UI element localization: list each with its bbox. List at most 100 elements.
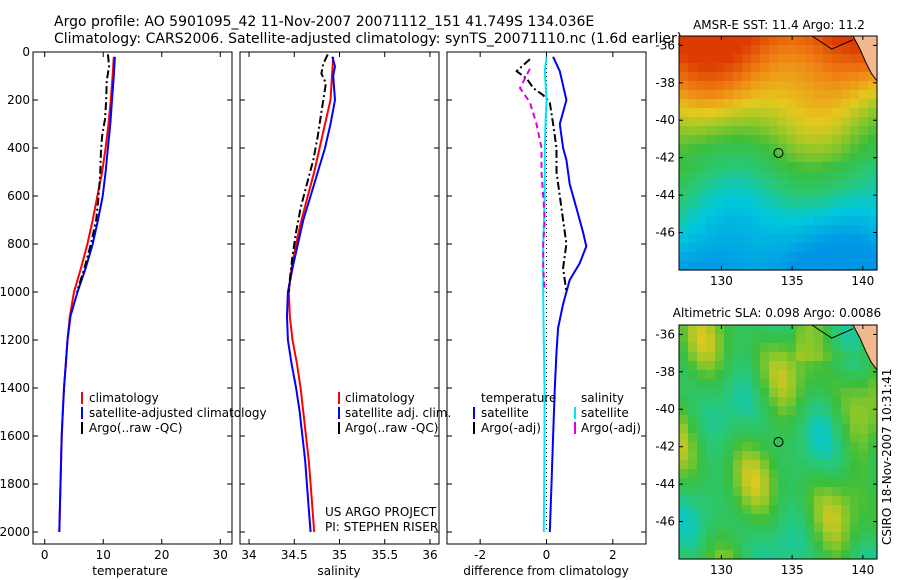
map-cell [724, 45, 734, 55]
y-tick-label: 1200 [0, 333, 30, 347]
map-cell [760, 478, 770, 488]
map-cell [778, 243, 788, 253]
map-cell [733, 406, 743, 416]
map-cell [850, 370, 860, 380]
map-cell [742, 541, 752, 551]
map-cell [841, 532, 851, 542]
map-cell [751, 90, 761, 100]
map-cell [841, 469, 851, 479]
map-cell [733, 442, 743, 452]
map-cell [697, 487, 707, 497]
map-cell [796, 505, 806, 515]
map-cell [769, 379, 779, 389]
map-cell [769, 117, 779, 127]
map-cell [715, 189, 725, 199]
map-cell [787, 343, 797, 353]
map-cell [742, 243, 752, 253]
map-cell [733, 505, 743, 515]
map-cell [778, 379, 788, 389]
map-cell [760, 406, 770, 416]
map-cell [679, 388, 689, 398]
map-cell [688, 388, 698, 398]
legend-label-argo: Argo(..raw -QC) [89, 421, 182, 435]
map-cell [751, 406, 761, 416]
map-cell [742, 397, 752, 407]
map-cell [814, 81, 824, 91]
map-cell [778, 343, 788, 353]
map-cell [805, 388, 815, 398]
map-cell [796, 541, 806, 551]
map-cell [742, 189, 752, 199]
map-cell [679, 45, 689, 55]
map-cell [733, 135, 743, 145]
map-cell [859, 532, 869, 542]
map-cell [832, 144, 842, 154]
map-cell [760, 153, 770, 163]
map-cell [841, 397, 851, 407]
map-cell [706, 532, 716, 542]
map-cell [814, 460, 824, 470]
map-cell [742, 523, 752, 533]
map-cell [688, 505, 698, 515]
map-cell [823, 261, 833, 271]
salinity-panel-frame [239, 51, 440, 545]
map-cell [679, 144, 689, 154]
map-cell [733, 144, 743, 154]
y-tick-label: 800 [7, 237, 30, 251]
map-cell [787, 45, 797, 55]
map-cell [706, 505, 716, 515]
map-cell [751, 54, 761, 64]
map-cell [850, 243, 860, 253]
map-cell [679, 370, 689, 380]
map-cell [706, 72, 716, 82]
map-cell [760, 469, 770, 479]
coastline [811, 324, 854, 339]
map-cell [706, 252, 716, 262]
map-cell [715, 36, 725, 46]
map-cell [679, 243, 689, 253]
map-cell [769, 45, 779, 55]
map-cell [778, 550, 788, 560]
map-cell [706, 234, 716, 244]
map-cell [706, 424, 716, 434]
y-tick-label: 0 [22, 45, 30, 59]
map-cell [850, 469, 860, 479]
map-cell [760, 243, 770, 253]
map-cell [796, 478, 806, 488]
map-cell [796, 415, 806, 425]
map-cell [823, 532, 833, 542]
map-cell [823, 379, 833, 389]
map-cell [868, 487, 878, 497]
map-cell [823, 325, 833, 335]
panel-series-group [58, 54, 116, 533]
map-cell [724, 153, 734, 163]
map-cell [859, 126, 869, 136]
map-cell [823, 505, 833, 515]
map-cell [706, 442, 716, 452]
map-cell [805, 216, 815, 226]
map-cell [778, 487, 788, 497]
map-cell [724, 90, 734, 100]
map-cell [823, 550, 833, 560]
map-cell [715, 424, 725, 434]
map-cell [850, 451, 860, 461]
map-cell [751, 207, 761, 217]
map-cell [787, 325, 797, 335]
map-cell [760, 225, 770, 235]
map-cell [778, 45, 788, 55]
map-cell [850, 361, 860, 371]
map-cell [805, 514, 815, 524]
map-cell [868, 144, 878, 154]
map-cell [742, 72, 752, 82]
map-cell [868, 442, 878, 452]
map-cell [823, 424, 833, 434]
map-cell [841, 505, 851, 515]
map-cell [769, 162, 779, 172]
map-cell [733, 198, 743, 208]
map-cell [841, 126, 851, 136]
map-cell [841, 198, 851, 208]
map-cell [679, 189, 689, 199]
map-cell [706, 90, 716, 100]
map-cell [787, 442, 797, 452]
map-cell [697, 496, 707, 506]
